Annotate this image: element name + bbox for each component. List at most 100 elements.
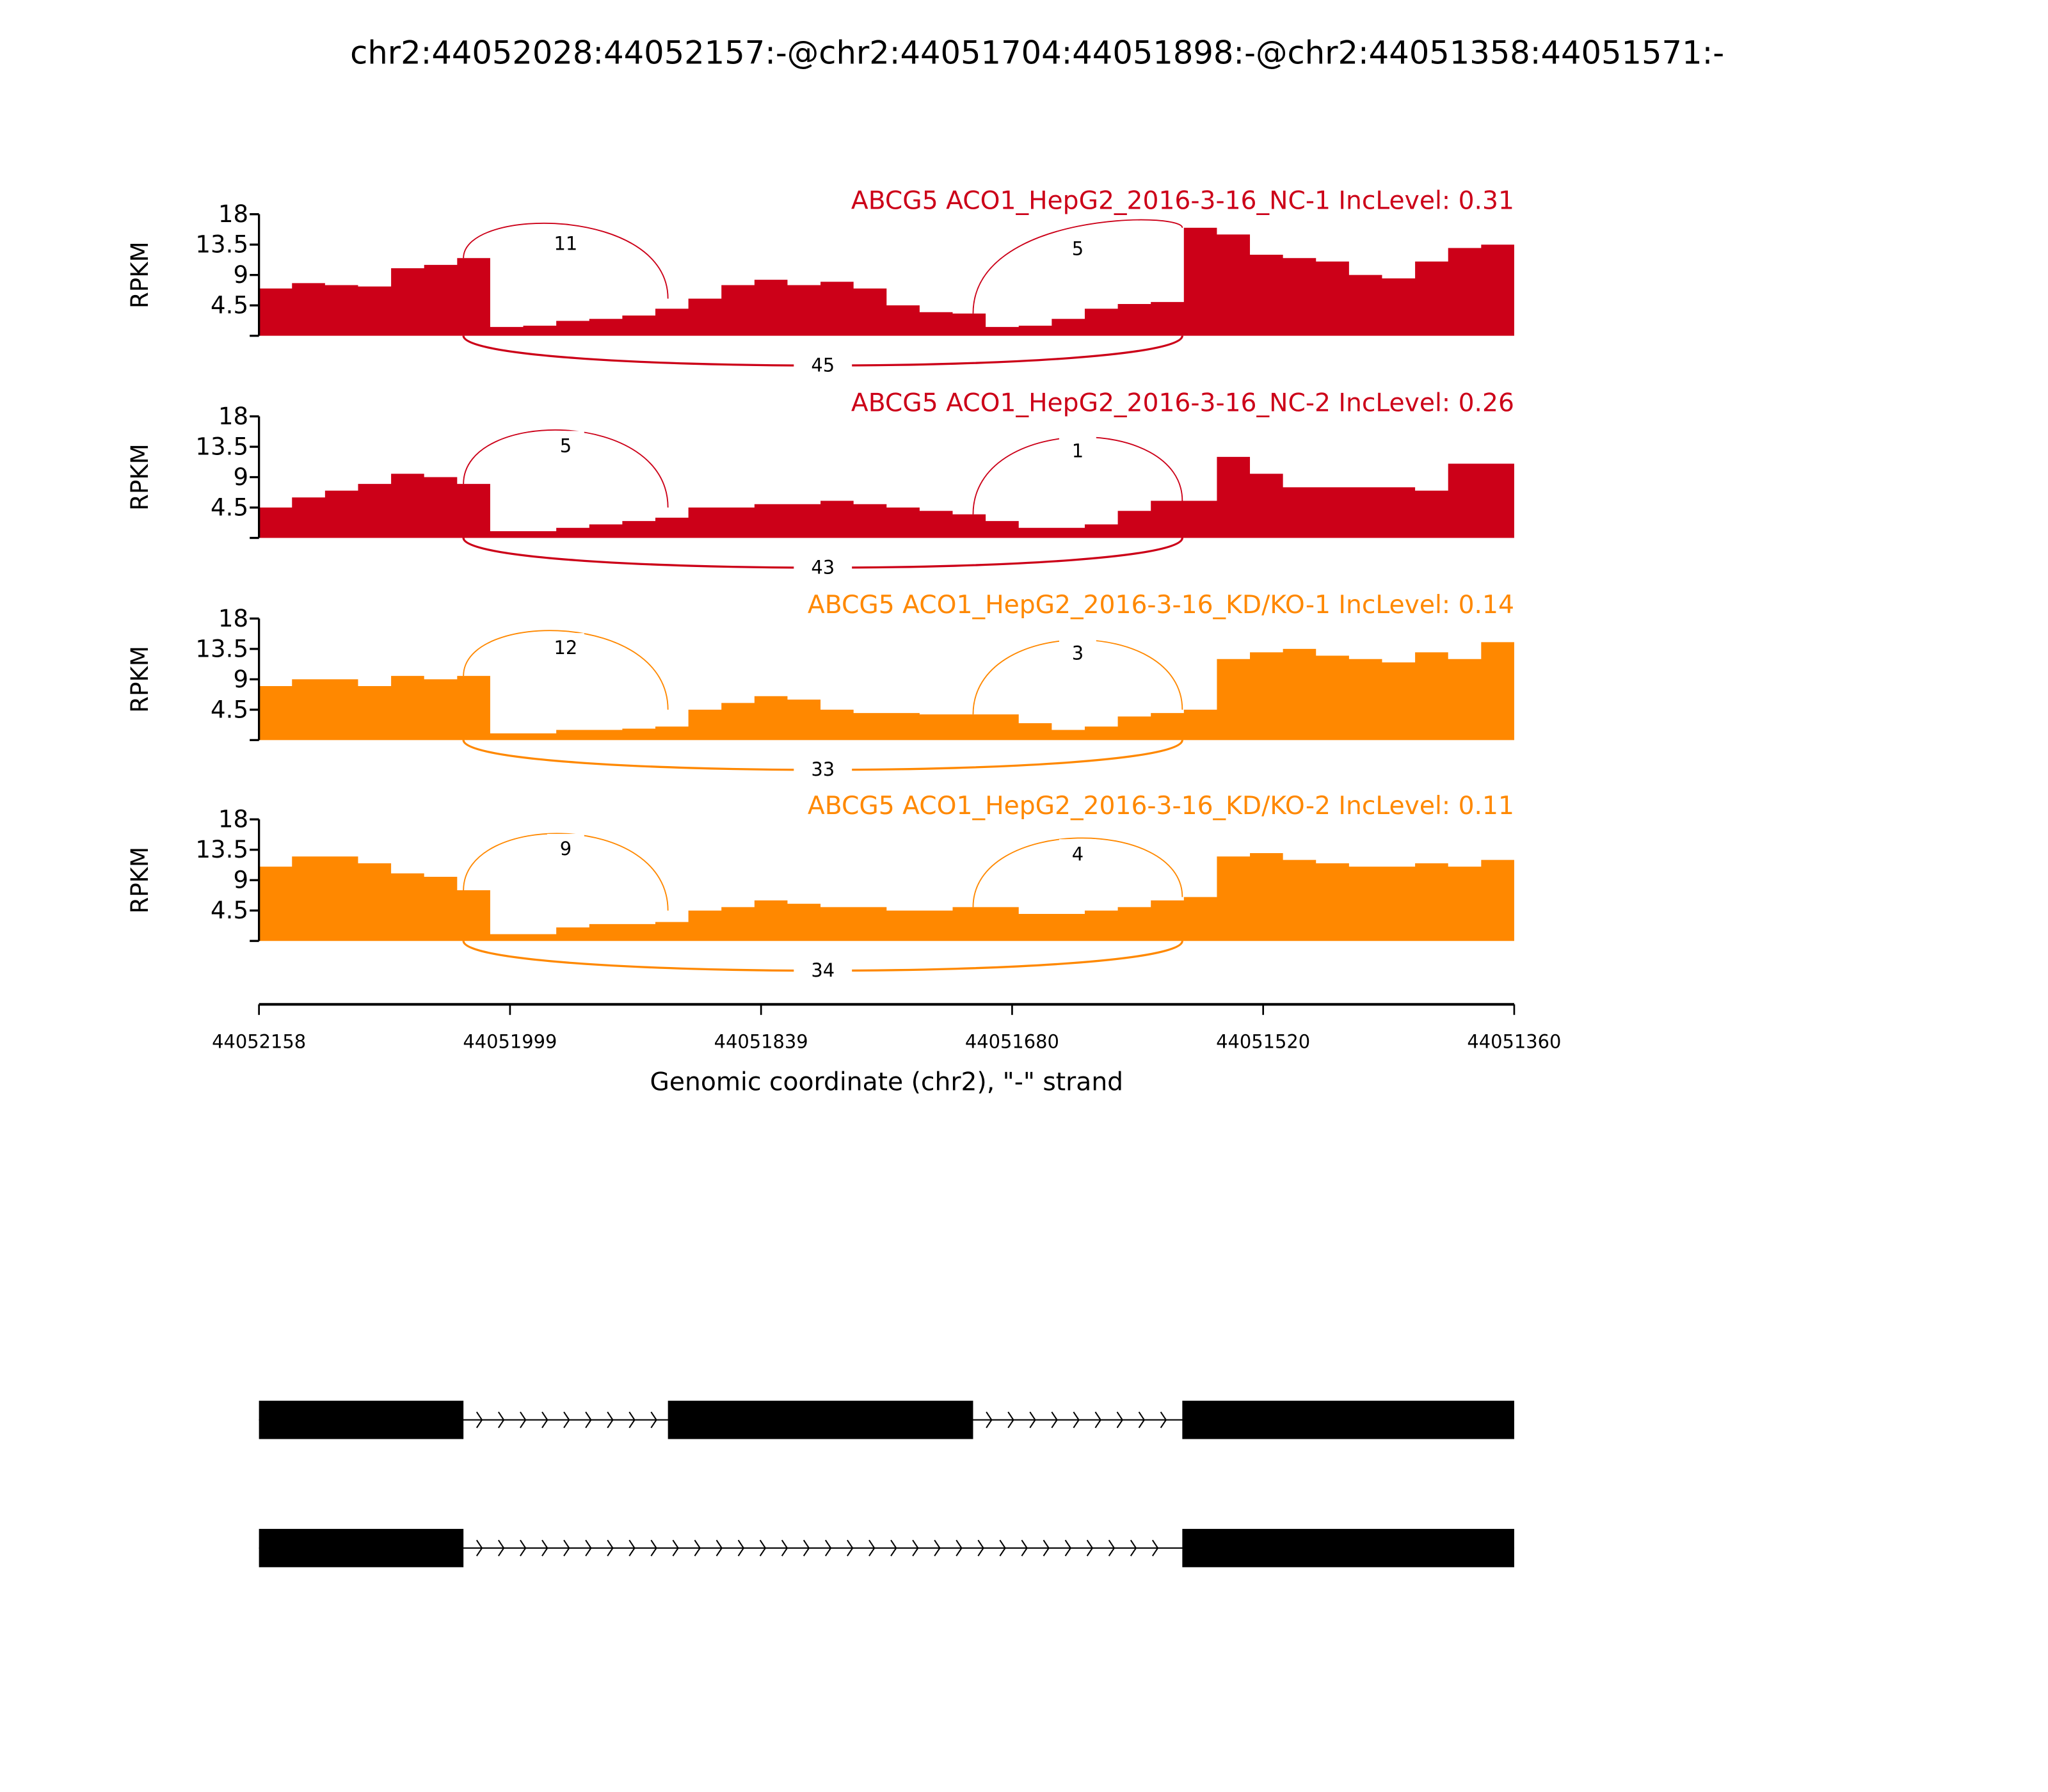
strand-arrow-icon (607, 1539, 614, 1556)
x-tick-label: 44051680 (965, 1030, 1059, 1052)
coverage-area (259, 853, 1514, 941)
junction-count: 5 (1072, 238, 1084, 260)
y-axis-label: RPKM (126, 646, 154, 713)
exon-block (1182, 1528, 1514, 1567)
junction-count: 33 (811, 758, 835, 780)
y-tick-label: 18 (218, 605, 248, 632)
strand-arrow-icon (672, 1539, 679, 1556)
junction-count: 45 (811, 354, 835, 376)
y-tick-label: 4.5 (211, 696, 248, 723)
strand-arrow-icon (498, 1411, 505, 1428)
exon-block (259, 1528, 464, 1567)
junction-arc (463, 222, 669, 299)
junction-label-bg (794, 756, 852, 783)
strand-arrow-icon (890, 1539, 897, 1556)
y-tick-label: 4.5 (211, 292, 248, 319)
junction-arc (972, 837, 1183, 908)
strand-arrow-icon (716, 1539, 723, 1556)
junction-arc (463, 429, 669, 508)
coverage-panel-3: 18 13.5 9 4.5 RPKM ABCG5 ACO1_HepG2_2016-3-16… (126, 591, 1514, 783)
strand-arrow-icon (1064, 1539, 1072, 1556)
junction-arc (972, 219, 1183, 314)
gene-models (259, 1400, 1514, 1567)
strand-arrow-icon (759, 1539, 767, 1556)
y-tick-label: 13.5 (195, 231, 248, 259)
strand-arrow-icon (520, 1539, 527, 1556)
strand-arrow-icon (694, 1539, 701, 1556)
exon-block (259, 1400, 464, 1439)
strand-arrow-icon (803, 1539, 810, 1556)
junction-label-bg (547, 228, 584, 255)
y-tick-label: 18 (218, 403, 248, 430)
panel-title: ABCG5 ACO1_HepG2_2016-3-16_NC-1 IncLevel… (851, 186, 1514, 215)
junction-count: 34 (811, 959, 835, 981)
junction-label-bg (794, 956, 852, 984)
junction-label-bg (547, 431, 584, 458)
strand-arrow-icon (520, 1411, 527, 1428)
strand-arrow-icon (1094, 1411, 1101, 1428)
coverage-area (259, 642, 1514, 740)
junction-count: 9 (560, 838, 572, 860)
y-axis-label: RPKM (126, 444, 154, 511)
panel-title: ABCG5 ACO1_HepG2_2016-3-16_KD/KO-2 IncLe… (808, 792, 1514, 820)
junction-label-bg (1059, 839, 1096, 866)
strand-arrow-icon (868, 1539, 876, 1556)
y-tick-label: 9 (233, 261, 248, 289)
strand-arrow-icon (541, 1411, 548, 1428)
y-tick-label: 18 (218, 200, 248, 228)
strand-arrow-icon (1108, 1539, 1116, 1556)
y-axis-label: RPKM (126, 847, 154, 914)
strand-arrow-icon (628, 1411, 636, 1428)
strand-arrow-icon (541, 1539, 548, 1556)
exon-block (1182, 1400, 1514, 1439)
strand-arrow-icon (1051, 1411, 1058, 1428)
y-tick-label: 9 (233, 867, 248, 894)
junction-arc (463, 630, 669, 710)
strand-arrow-icon (1043, 1539, 1050, 1556)
strand-arrow-icon (476, 1539, 483, 1556)
coverage-area (259, 227, 1514, 336)
strand-arrow-icon (1029, 1411, 1036, 1428)
x-tick-label: 44051839 (714, 1030, 808, 1052)
y-tick-label: 9 (233, 666, 248, 693)
strand-arrow-icon (1160, 1411, 1167, 1428)
junction-label-bg (547, 633, 584, 660)
strand-arrow-icon (737, 1539, 745, 1556)
strand-arrow-icon (607, 1411, 614, 1428)
junction-label-bg (1059, 638, 1096, 665)
junction-count: 11 (554, 232, 578, 254)
strand-arrow-icon (585, 1411, 592, 1428)
strand-arrow-icon (650, 1539, 657, 1556)
junction-label-bg (794, 554, 852, 580)
strand-arrow-icon (585, 1539, 592, 1556)
strand-arrow-icon (1138, 1411, 1146, 1428)
panel-title: ABCG5 ACO1_HepG2_2016-3-16_KD/KO-1 IncLe… (808, 591, 1514, 620)
strand-arrow-icon (956, 1539, 963, 1556)
coverage-area (259, 456, 1514, 538)
strand-arrow-icon (847, 1539, 854, 1556)
x-tick-label: 44051360 (1467, 1030, 1561, 1052)
junction-label-bg (1059, 436, 1096, 463)
y-tick-label: 9 (233, 463, 248, 491)
x-axis-label: Genomic coordinate (chr2), "-" strand (650, 1068, 1123, 1096)
strand-arrow-icon (999, 1539, 1006, 1556)
coverage-panel-4: 18 13.5 9 4.5 RPKM ABCG5 ACO1_HepG2_2016-3-16… (126, 792, 1514, 984)
strand-arrow-icon (934, 1539, 941, 1556)
strand-arrow-icon (498, 1539, 505, 1556)
junction-count: 12 (554, 637, 578, 659)
strand-arrow-icon (977, 1539, 984, 1556)
strand-arrow-icon (1151, 1539, 1159, 1556)
strand-arrow-icon (912, 1539, 919, 1556)
y-tick-label: 13.5 (195, 836, 248, 863)
junction-arc (463, 833, 669, 911)
junction-label-bg (547, 833, 584, 861)
strand-arrow-icon (1116, 1411, 1123, 1428)
isoform-1 (259, 1400, 1514, 1439)
strand-arrow-icon (824, 1539, 832, 1556)
strand-arrow-icon (1073, 1411, 1080, 1428)
strand-arrow-icon (1021, 1539, 1028, 1556)
coverage-panel-2: 18 13.5 94.5 RPKM ABCG5 ACO1_HepG2_2016-3-16… (126, 388, 1514, 580)
x-tick-label: 44051999 (463, 1030, 557, 1052)
x-tick-label: 44052158 (212, 1030, 306, 1052)
